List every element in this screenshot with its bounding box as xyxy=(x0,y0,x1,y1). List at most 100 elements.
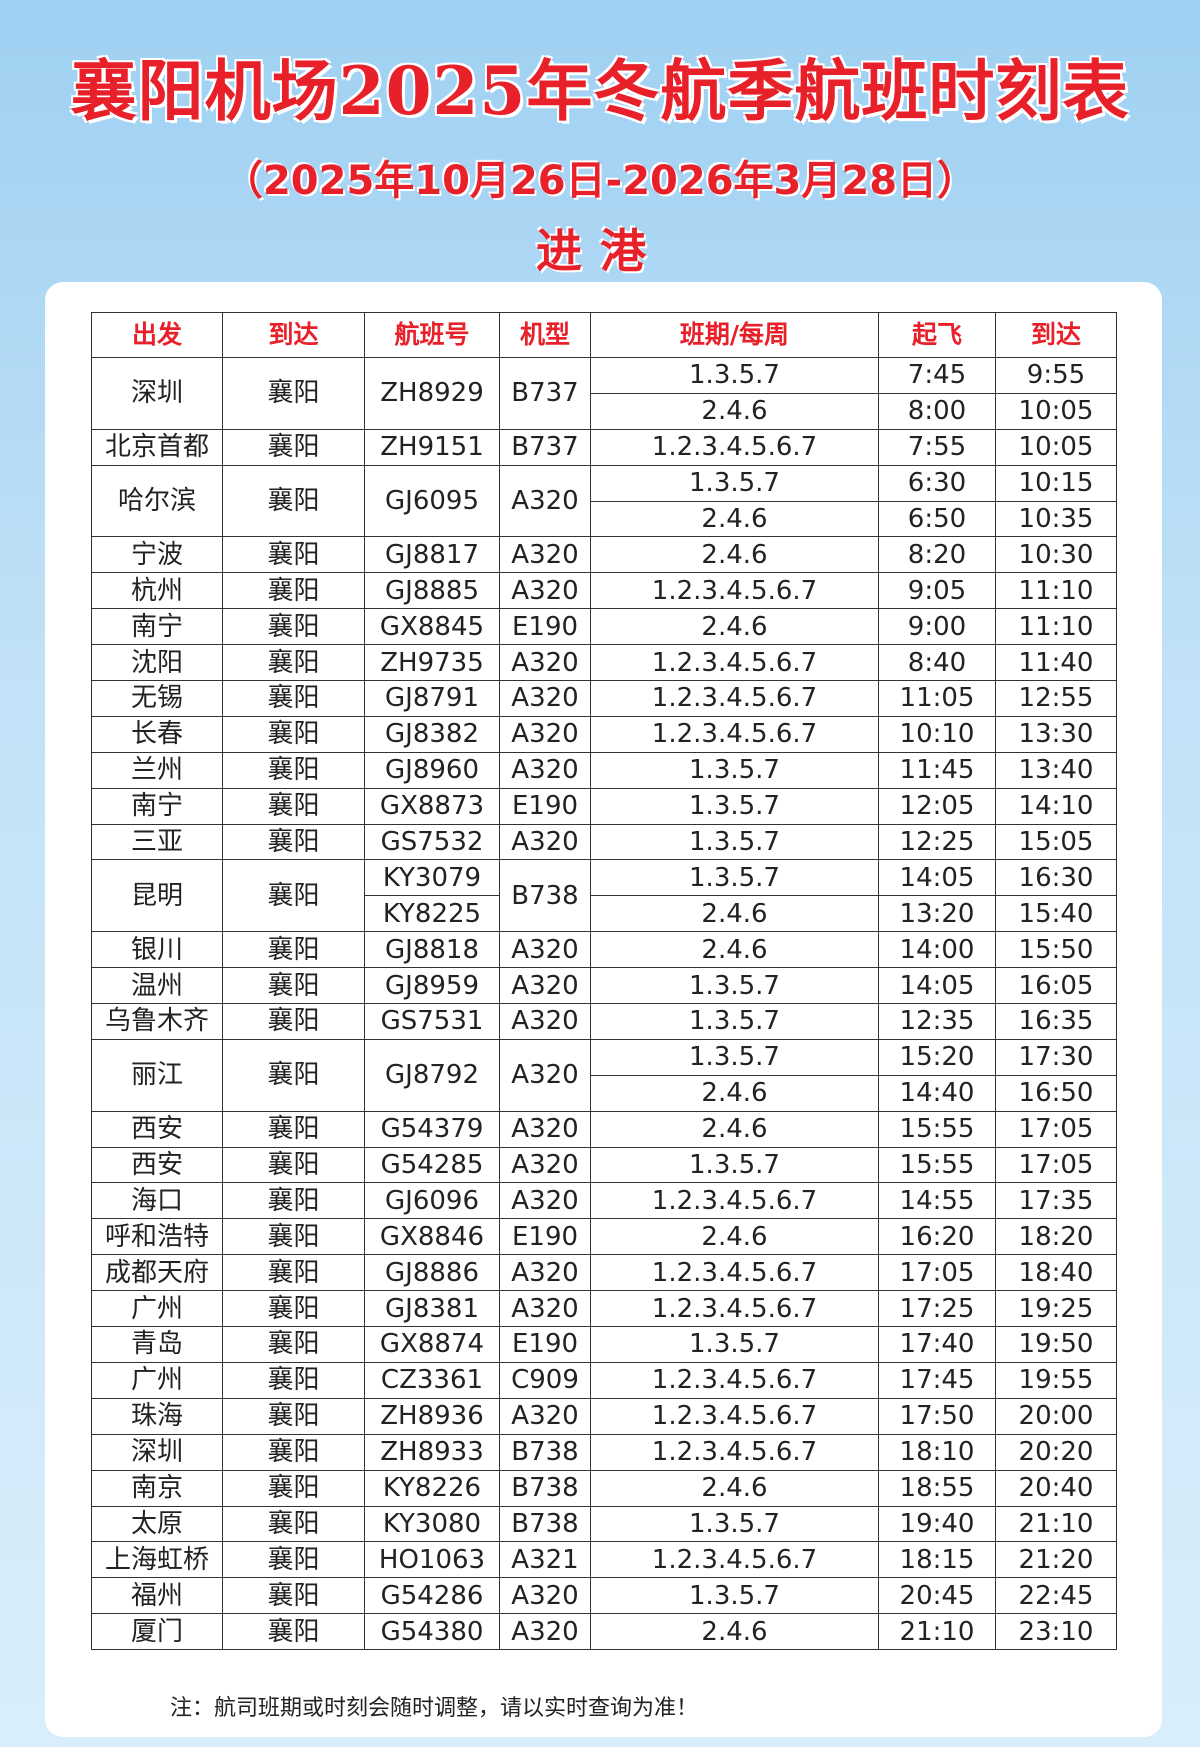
origin-cell: 南宁 xyxy=(91,608,223,646)
origin-cell: 上海虹桥 xyxy=(91,1541,223,1579)
days-cell: 1.2.3.4.5.6.7 xyxy=(590,428,879,466)
arrival-time-cell: 17:05 xyxy=(995,1146,1117,1184)
table-row: 成都天府 襄阳 GJ8886 A320 1.2.3.4.5.6.7 17:05 18:40 xyxy=(91,1254,1117,1292)
table-row: 上海虹桥 襄阳 HO1063 A321 1.2.3.4.5.6.7 18:15 21:20 xyxy=(91,1541,1117,1579)
arrival-time-cell: 10:05 xyxy=(995,392,1117,430)
table-row: 杭州 襄阳 GJ8885 A320 1.2.3.4.5.6.7 9:05 11:10 xyxy=(91,572,1117,610)
destination-cell: 襄阳 xyxy=(222,1326,365,1363)
arrival-time-cell: 17:05 xyxy=(995,1110,1117,1148)
days-cell: 1.2.3.4.5.6.7 xyxy=(590,572,879,610)
departure-time-cell: 17:05 xyxy=(878,1254,996,1292)
table-row: 温州 襄阳 GJ8959 A320 1.3.5.7 14:05 16:05 xyxy=(91,967,1117,1005)
aircraft-cell: A320 xyxy=(499,1182,591,1220)
table-row: 珠海 襄阳 ZH8936 A320 1.2.3.4.5.6.7 17:50 20:00 xyxy=(91,1397,1117,1435)
departure-time-cell: 17:40 xyxy=(878,1326,996,1363)
days-cell: 1.3.5.7 xyxy=(590,967,879,1005)
departure-time-cell: 20:45 xyxy=(878,1577,996,1615)
aircraft-cell: A320 xyxy=(499,715,591,753)
days-cell: 1.2.3.4.5.6.7 xyxy=(590,1290,879,1328)
flight-number-cell: GX8873 xyxy=(364,787,500,825)
aircraft-cell: A320 xyxy=(499,680,591,717)
table-row: 西安 襄阳 G54379 A320 2.4.6 15:55 17:05 xyxy=(91,1110,1117,1148)
flight-number-cell: GJ8382 xyxy=(364,715,500,753)
departure-time-cell: 18:10 xyxy=(878,1433,996,1471)
days-cell: 1.3.5.7 xyxy=(590,1038,879,1076)
days-cell: 2.4.6 xyxy=(590,608,879,646)
arrival-time-cell: 11:10 xyxy=(995,572,1117,610)
destination-cell: 襄阳 xyxy=(222,1038,365,1112)
days-cell: 2.4.6 xyxy=(590,1469,879,1507)
days-cell: 1.3.5.7 xyxy=(590,1003,879,1040)
departure-time-cell: 12:25 xyxy=(878,823,996,861)
flight-number-cell: ZH8933 xyxy=(364,1433,500,1471)
origin-cell: 福州 xyxy=(91,1577,223,1615)
arrival-time-cell: 11:10 xyxy=(995,608,1117,646)
origin-cell: 深圳 xyxy=(91,1433,223,1471)
table-row: 西安 襄阳 G54285 A320 1.3.5.7 15:55 17:05 xyxy=(91,1146,1117,1184)
arrival-time-cell: 21:10 xyxy=(995,1505,1117,1543)
aircraft-cell: E190 xyxy=(499,1326,591,1363)
arrival-time-cell: 11:40 xyxy=(995,644,1117,682)
arrival-time-cell: 10:15 xyxy=(995,464,1117,502)
destination-cell: 襄阳 xyxy=(222,1218,365,1256)
departure-time-cell: 17:25 xyxy=(878,1290,996,1328)
table-row: 沈阳 襄阳 ZH9735 A320 1.2.3.4.5.6.7 8:40 11:40 xyxy=(91,644,1117,682)
departure-time-cell: 6:30 xyxy=(878,464,996,502)
flight-number-cell: KY8226 xyxy=(364,1469,500,1507)
flight-number-cell: GJ8959 xyxy=(364,967,500,1005)
days-cell: 1.3.5.7 xyxy=(590,859,879,897)
arrival-time-cell: 10:35 xyxy=(995,500,1117,538)
aircraft-cell: A320 xyxy=(499,1613,591,1651)
days-cell: 2.4.6 xyxy=(590,536,879,574)
destination-cell: 襄阳 xyxy=(222,428,365,466)
destination-cell: 襄阳 xyxy=(222,536,365,574)
departure-time-cell: 10:10 xyxy=(878,715,996,753)
origin-cell: 南宁 xyxy=(91,787,223,825)
aircraft-cell: A320 xyxy=(499,536,591,574)
table-row: 三亚 襄阳 GS7532 A320 1.3.5.7 12:25 15:05 xyxy=(91,823,1117,861)
page-title: 襄阳机场2025年冬航季航班时刻表 xyxy=(70,52,1130,130)
aircraft-cell: A320 xyxy=(499,1254,591,1292)
aircraft-cell: B737 xyxy=(499,357,591,430)
header-origin: 出发 xyxy=(91,312,223,358)
destination-cell: 襄阳 xyxy=(222,1361,365,1399)
header-flight: 航班号 xyxy=(364,312,500,358)
destination-cell: 襄阳 xyxy=(222,1577,365,1615)
days-cell: 1.2.3.4.5.6.7 xyxy=(590,1361,879,1399)
table-row: 广州 襄阳 GJ8381 A320 1.2.3.4.5.6.7 17:25 19:25 xyxy=(91,1290,1117,1328)
departure-time-cell: 15:55 xyxy=(878,1146,996,1184)
aircraft-cell: A320 xyxy=(499,644,591,682)
origin-cell: 海口 xyxy=(91,1182,223,1220)
arrival-time-cell: 9:55 xyxy=(995,357,1117,394)
aircraft-cell: E190 xyxy=(499,787,591,825)
aircraft-cell: A320 xyxy=(499,1110,591,1148)
destination-cell: 襄阳 xyxy=(222,1613,365,1651)
departure-time-cell: 19:40 xyxy=(878,1505,996,1543)
origin-cell: 哈尔滨 xyxy=(91,464,223,538)
arrival-time-cell: 19:25 xyxy=(995,1290,1117,1328)
arrival-time-cell: 17:30 xyxy=(995,1038,1117,1076)
table-row: 厦门 襄阳 G54380 A320 2.4.6 21:10 23:10 xyxy=(91,1613,1117,1651)
destination-cell: 襄阳 xyxy=(222,1254,365,1292)
destination-cell: 襄阳 xyxy=(222,1182,365,1220)
origin-cell: 温州 xyxy=(91,967,223,1005)
days-cell: 1.3.5.7 xyxy=(590,1146,879,1184)
days-cell: 1.3.5.7 xyxy=(590,1505,879,1543)
arrival-time-cell: 15:40 xyxy=(995,895,1117,933)
arrival-time-cell: 15:50 xyxy=(995,931,1117,969)
flight-number-cell: GX8874 xyxy=(364,1326,500,1363)
departure-time-cell: 18:15 xyxy=(878,1541,996,1579)
destination-cell: 襄阳 xyxy=(222,1110,365,1148)
arrival-time-cell: 13:40 xyxy=(995,751,1117,789)
origin-cell: 北京首都 xyxy=(91,428,223,466)
flight-number-cell: GJ8381 xyxy=(364,1290,500,1328)
destination-cell: 襄阳 xyxy=(222,608,365,646)
flight-number-cell: GS7531 xyxy=(364,1003,500,1040)
arrival-time-cell: 23:10 xyxy=(995,1613,1117,1651)
origin-cell: 无锡 xyxy=(91,680,223,717)
flight-number-cell: ZH8929 xyxy=(364,357,500,430)
table-row: 南宁 襄阳 GX8873 E190 1.3.5.7 12:05 14:10 xyxy=(91,787,1117,825)
days-cell: 2.4.6 xyxy=(590,1613,879,1651)
table-row: 太原 襄阳 KY3080 B738 1.3.5.7 19:40 21:10 xyxy=(91,1505,1117,1543)
origin-cell: 银川 xyxy=(91,931,223,969)
